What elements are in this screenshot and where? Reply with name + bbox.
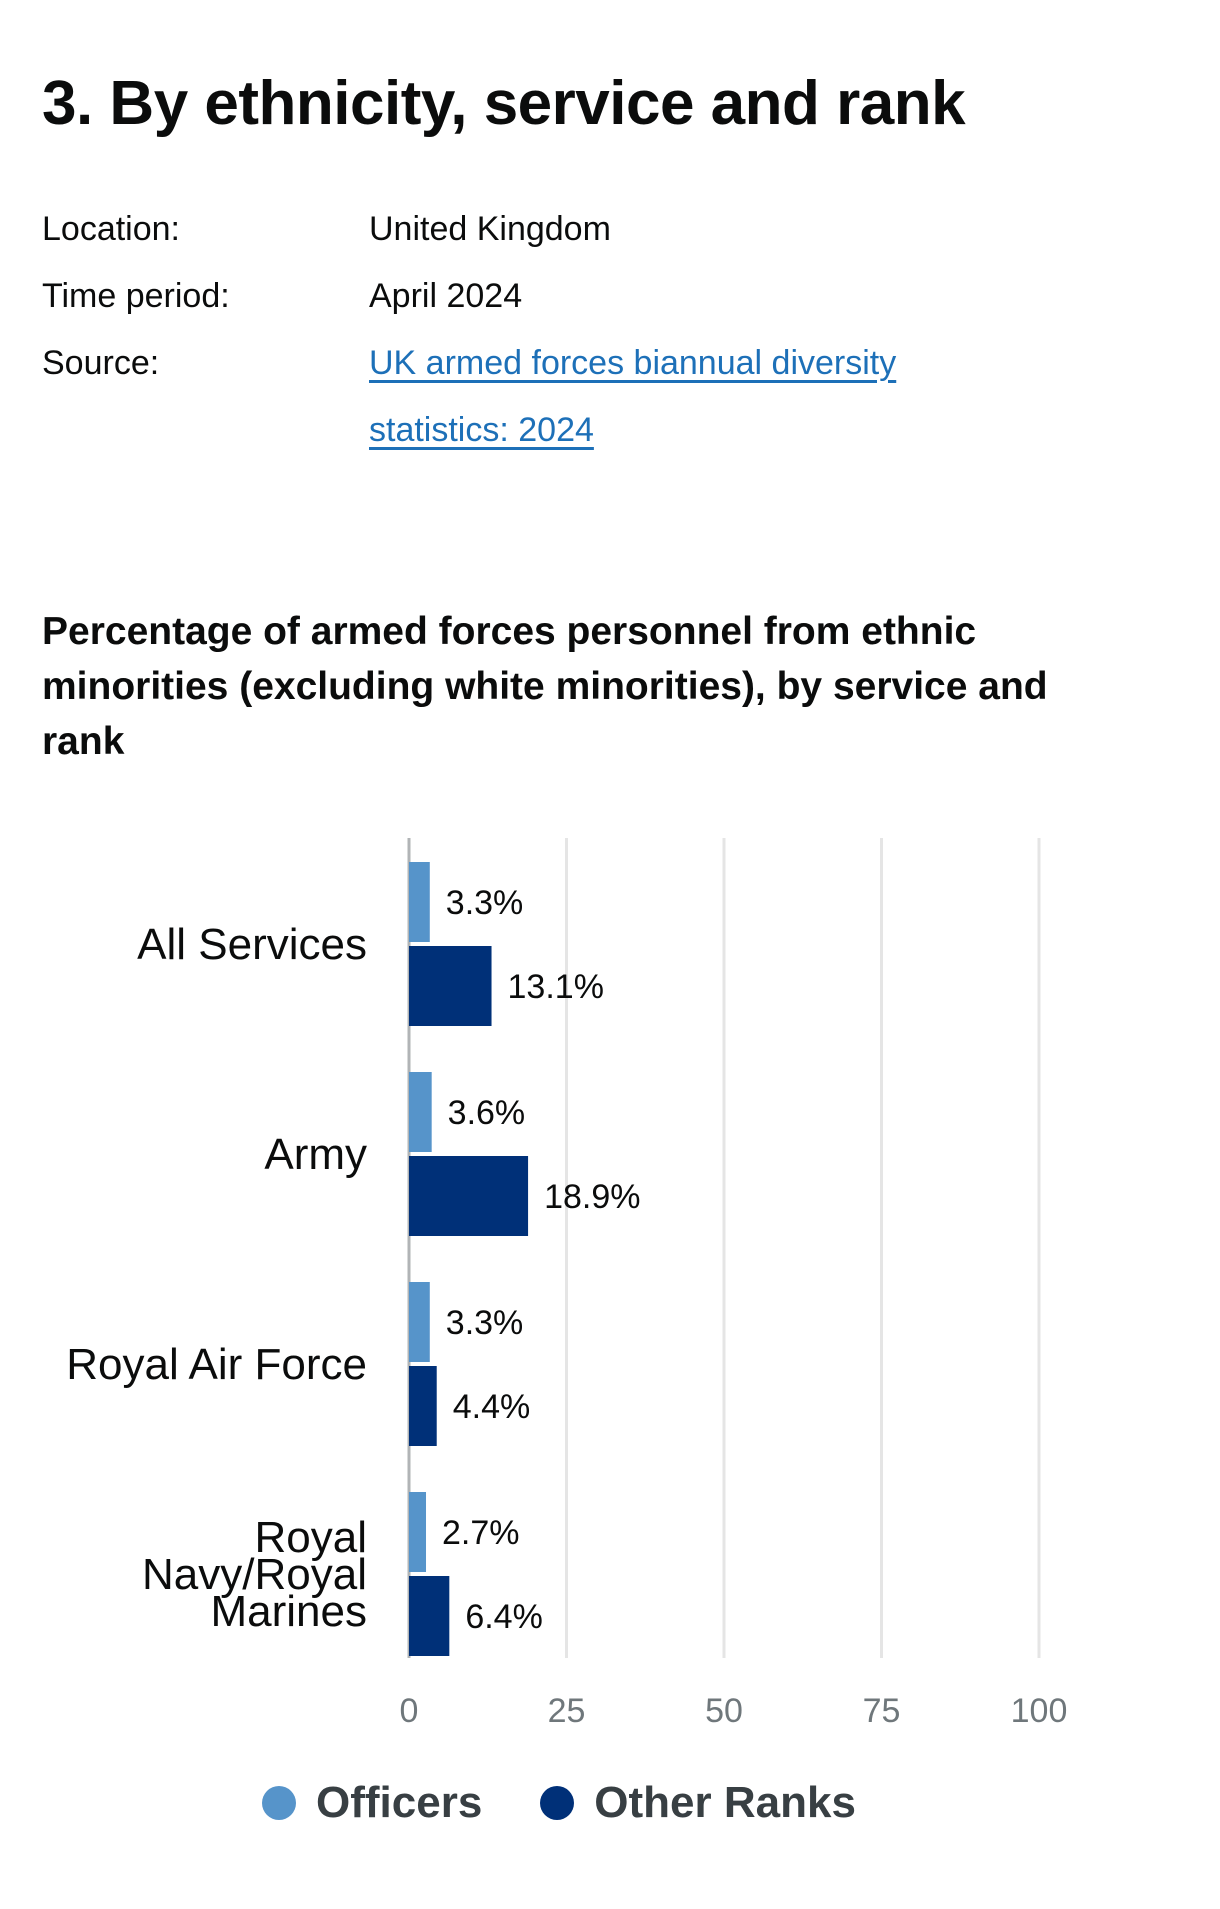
category-label-royal-air-force: Royal Air Force <box>66 1340 367 1389</box>
chart-legend: Officers Other Ranks <box>262 1778 914 1828</box>
legend-swatch-officers <box>262 1786 296 1820</box>
source-link[interactable]: UK armed forces biannual diversity statis… <box>369 344 896 449</box>
legend-label-other-ranks: Other Ranks <box>594 1778 856 1827</box>
source-link-line1: UK armed forces biannual diversity <box>369 344 897 382</box>
value-label-officers-army: 3.6% <box>448 1094 526 1132</box>
bar-other-ranks-all-services <box>409 946 492 1026</box>
bar-chart: 0 25 50 75 100 All Services 3.3% 13.1% Army 3.6% 1… <box>66 838 1067 1730</box>
source-link-line2: statistics: 2024 <box>369 411 594 449</box>
labels: 0 25 50 75 100 All Services 3.3% 13.1% Army 3.6% 1… <box>66 884 1067 1730</box>
legend-item-officers: Officers <box>262 1778 482 1828</box>
bar-officers-all-services <box>409 862 430 942</box>
value-label-other-ranks-all-services: 13.1% <box>508 968 604 1006</box>
source-label: Source: <box>42 344 160 382</box>
bar-officers-army <box>409 1072 432 1152</box>
value-label-other-ranks-royal-air-force: 4.4% <box>453 1388 530 1426</box>
legend-swatch-other-ranks <box>540 1786 575 1820</box>
value-label-officers-royal-navy-royal-marines: 2.7% <box>442 1514 520 1552</box>
x-tick-label-75: 75 <box>863 1692 901 1730</box>
source-value: UK armed forces biannual diversity statis… <box>369 330 989 464</box>
category-label-royal-navy-royal-marines: Navy/Royal <box>142 1550 367 1599</box>
bar-other-ranks-royal-navy-royal-marines <box>409 1576 450 1656</box>
location-row: Location: United Kingdom <box>42 196 989 263</box>
source-row: Source: UK armed forces biannual diversi… <box>42 330 989 464</box>
bar-other-ranks-royal-air-force <box>409 1366 437 1446</box>
x-tick-label-25: 25 <box>548 1692 586 1730</box>
page-title: 3. By ethnicity, service and rank <box>42 69 966 138</box>
time-period-label: Time period: <box>42 277 230 315</box>
metadata-list: Location: United Kingdom Time period: Ap… <box>42 196 989 464</box>
value-label-other-ranks-royal-navy-royal-marines: 6.4% <box>465 1598 543 1636</box>
bar-officers-royal-navy-royal-marines <box>409 1492 427 1572</box>
value-label-officers-royal-air-force: 3.3% <box>446 1304 524 1342</box>
category-label-royal-navy-royal-marines: Royal <box>255 1513 368 1562</box>
time-period-row: Time period: April 2024 <box>42 263 989 330</box>
category-label-royal-navy-royal-marines: Marines <box>211 1587 368 1636</box>
x-tick-label-0: 0 <box>400 1692 419 1730</box>
value-label-other-ranks-army: 18.9% <box>544 1178 640 1216</box>
x-tick-label-50: 50 <box>705 1692 743 1730</box>
value-label-officers-all-services: 3.3% <box>446 884 524 922</box>
x-tick-label-100: 100 <box>1011 1692 1068 1730</box>
category-label-army: Army <box>264 1130 367 1179</box>
location-label: Location: <box>42 210 180 248</box>
category-label-all-services: All Services <box>137 920 367 969</box>
bar-officers-royal-air-force <box>409 1282 430 1362</box>
time-period-value: April 2024 <box>369 277 523 315</box>
legend-item-other-ranks: Other Ranks <box>540 1778 856 1828</box>
bars <box>409 862 529 1656</box>
chart-title: Percentage of armed forces personnel fro… <box>42 610 1048 763</box>
location-value: United Kingdom <box>369 210 611 248</box>
legend-label-officers: Officers <box>316 1778 483 1827</box>
bar-other-ranks-army <box>409 1156 529 1236</box>
